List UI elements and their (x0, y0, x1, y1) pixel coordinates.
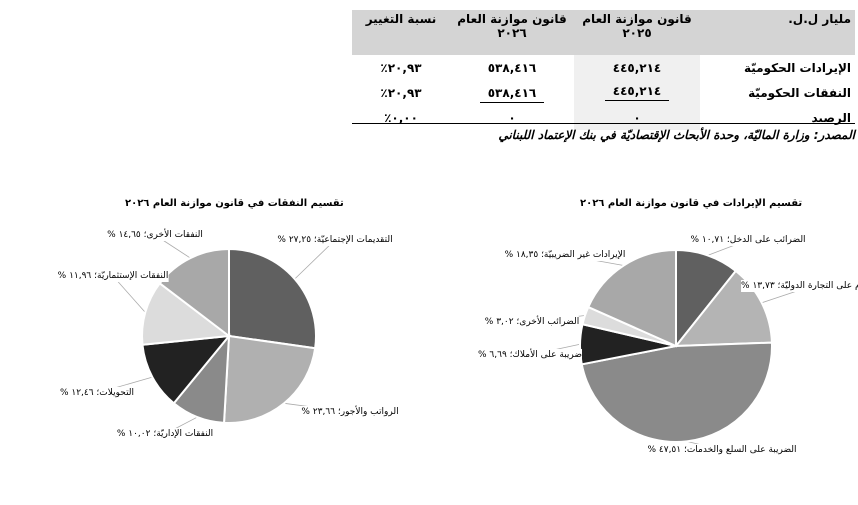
row-label: الرصيد (811, 110, 851, 125)
revenue-chart-title: تقسيم الإيرادات في قانون موازنة العام ٢٠… (580, 198, 803, 209)
slice-label-investment: النفقات الإستثماريّة؛ ١١,٩٦ % (57, 270, 169, 282)
cell-2025: ٠ (574, 105, 700, 130)
slice-label-vat: الضريبة على السلع والخدمات؛ ٤٧,٥١ % (647, 444, 797, 456)
source-note: المصدر: وزارة الماليّة، وحدة الأبحاث الإ… (498, 128, 855, 142)
table-row: الرصيد ٠ ٠ ٠,٠٠٪ (352, 105, 855, 130)
slice-label-admin: النفقات الإداريّة؛ ١٠,٠٢ % (116, 428, 214, 440)
pie-slice-vat (580, 341, 773, 443)
pie-slice-social (228, 247, 317, 350)
pie-slice-investment (141, 281, 232, 346)
header-unit: مليار ل.ل. (788, 12, 851, 26)
slice-label-social: التقديمات الإجتماعيّة؛ ٢٧,٢٥ % (277, 234, 393, 246)
slice-label-trade-fees: الرسوم على التجارة الدوليّة؛ ١٣,٧٣ % (741, 280, 858, 292)
slice-label-property-tax: ضريبة على الأملاك؛ ٦,٦٩ % (478, 349, 582, 361)
expenditure-chart-title: تقسيم النفقات في قانون موازنة العام ٢٠٢٦ (125, 198, 344, 209)
header-2025: قانون موازنة العام ٢٠٢٥ (582, 12, 692, 40)
pie-slice-transfers (141, 334, 232, 405)
cell-2025: ٤٤٥,٢١٤ (604, 84, 670, 101)
slice-label-other: النفقات الأخرى؛ ١٤,٦٥ % (107, 229, 203, 241)
table-header: مليار ل.ل. قانون موازنة العام ٢٠٢٥ قانون… (352, 10, 855, 55)
leader-line (294, 239, 336, 280)
slice-label-wages: الرواتب والأجور؛ ٢٣,٦٦ % (301, 406, 399, 418)
pie-slice-wages (222, 334, 317, 424)
cell-2025: ٤٤٥,٢١٤ (574, 55, 700, 80)
cell-2026: ٠ (508, 110, 516, 125)
cell-change: ٢٠,٩٣٪ (380, 60, 422, 75)
slice-label-other-taxes: الضرائب الأخرى؛ ٣,٠٢ % (484, 316, 580, 328)
row-label: النفقات الحكوميّة (748, 85, 851, 100)
budget-table: مليار ل.ل. قانون موازنة العام ٢٠٢٥ قانون… (352, 10, 855, 130)
header-change: نسبة التغيير (365, 12, 437, 26)
table-row: الإيرادات الحكوميّة ٤٤٥,٢١٤ ٥٣٨,٤١٦ ٢٠,٩… (352, 55, 855, 80)
slice-label-non-tax: الإيرادات غير الضريبيّة؛ ١٨,٣٥ % (504, 249, 626, 261)
cell-change: ٠,٠٠٪ (384, 110, 418, 125)
row-label: الإيرادات الحكوميّة (743, 60, 851, 75)
cell-2026: ٥٣٨,٤١٦ (479, 85, 545, 103)
slice-label-transfers: التحويلات؛ ١٢,٤٦ % (59, 387, 135, 399)
slice-label-income-tax: الضرائب على الدخل؛ ١٠,٧١ % (690, 234, 806, 246)
header-2026: قانون موازنة العام ٢٠٢٦ (457, 12, 567, 40)
leader-line (112, 275, 146, 313)
pie-slice-non-tax (586, 248, 677, 348)
table-row: النفقات الحكوميّة ٤٤٥,٢١٤ ٥٣٨,٤١٦ ٢٠,٩٣٪ (352, 80, 855, 105)
cell-change: ٢٠,٩٣٪ (380, 85, 422, 100)
cell-2026: ٥٣٨,٤١٦ (487, 60, 537, 75)
table-rule (352, 123, 855, 124)
